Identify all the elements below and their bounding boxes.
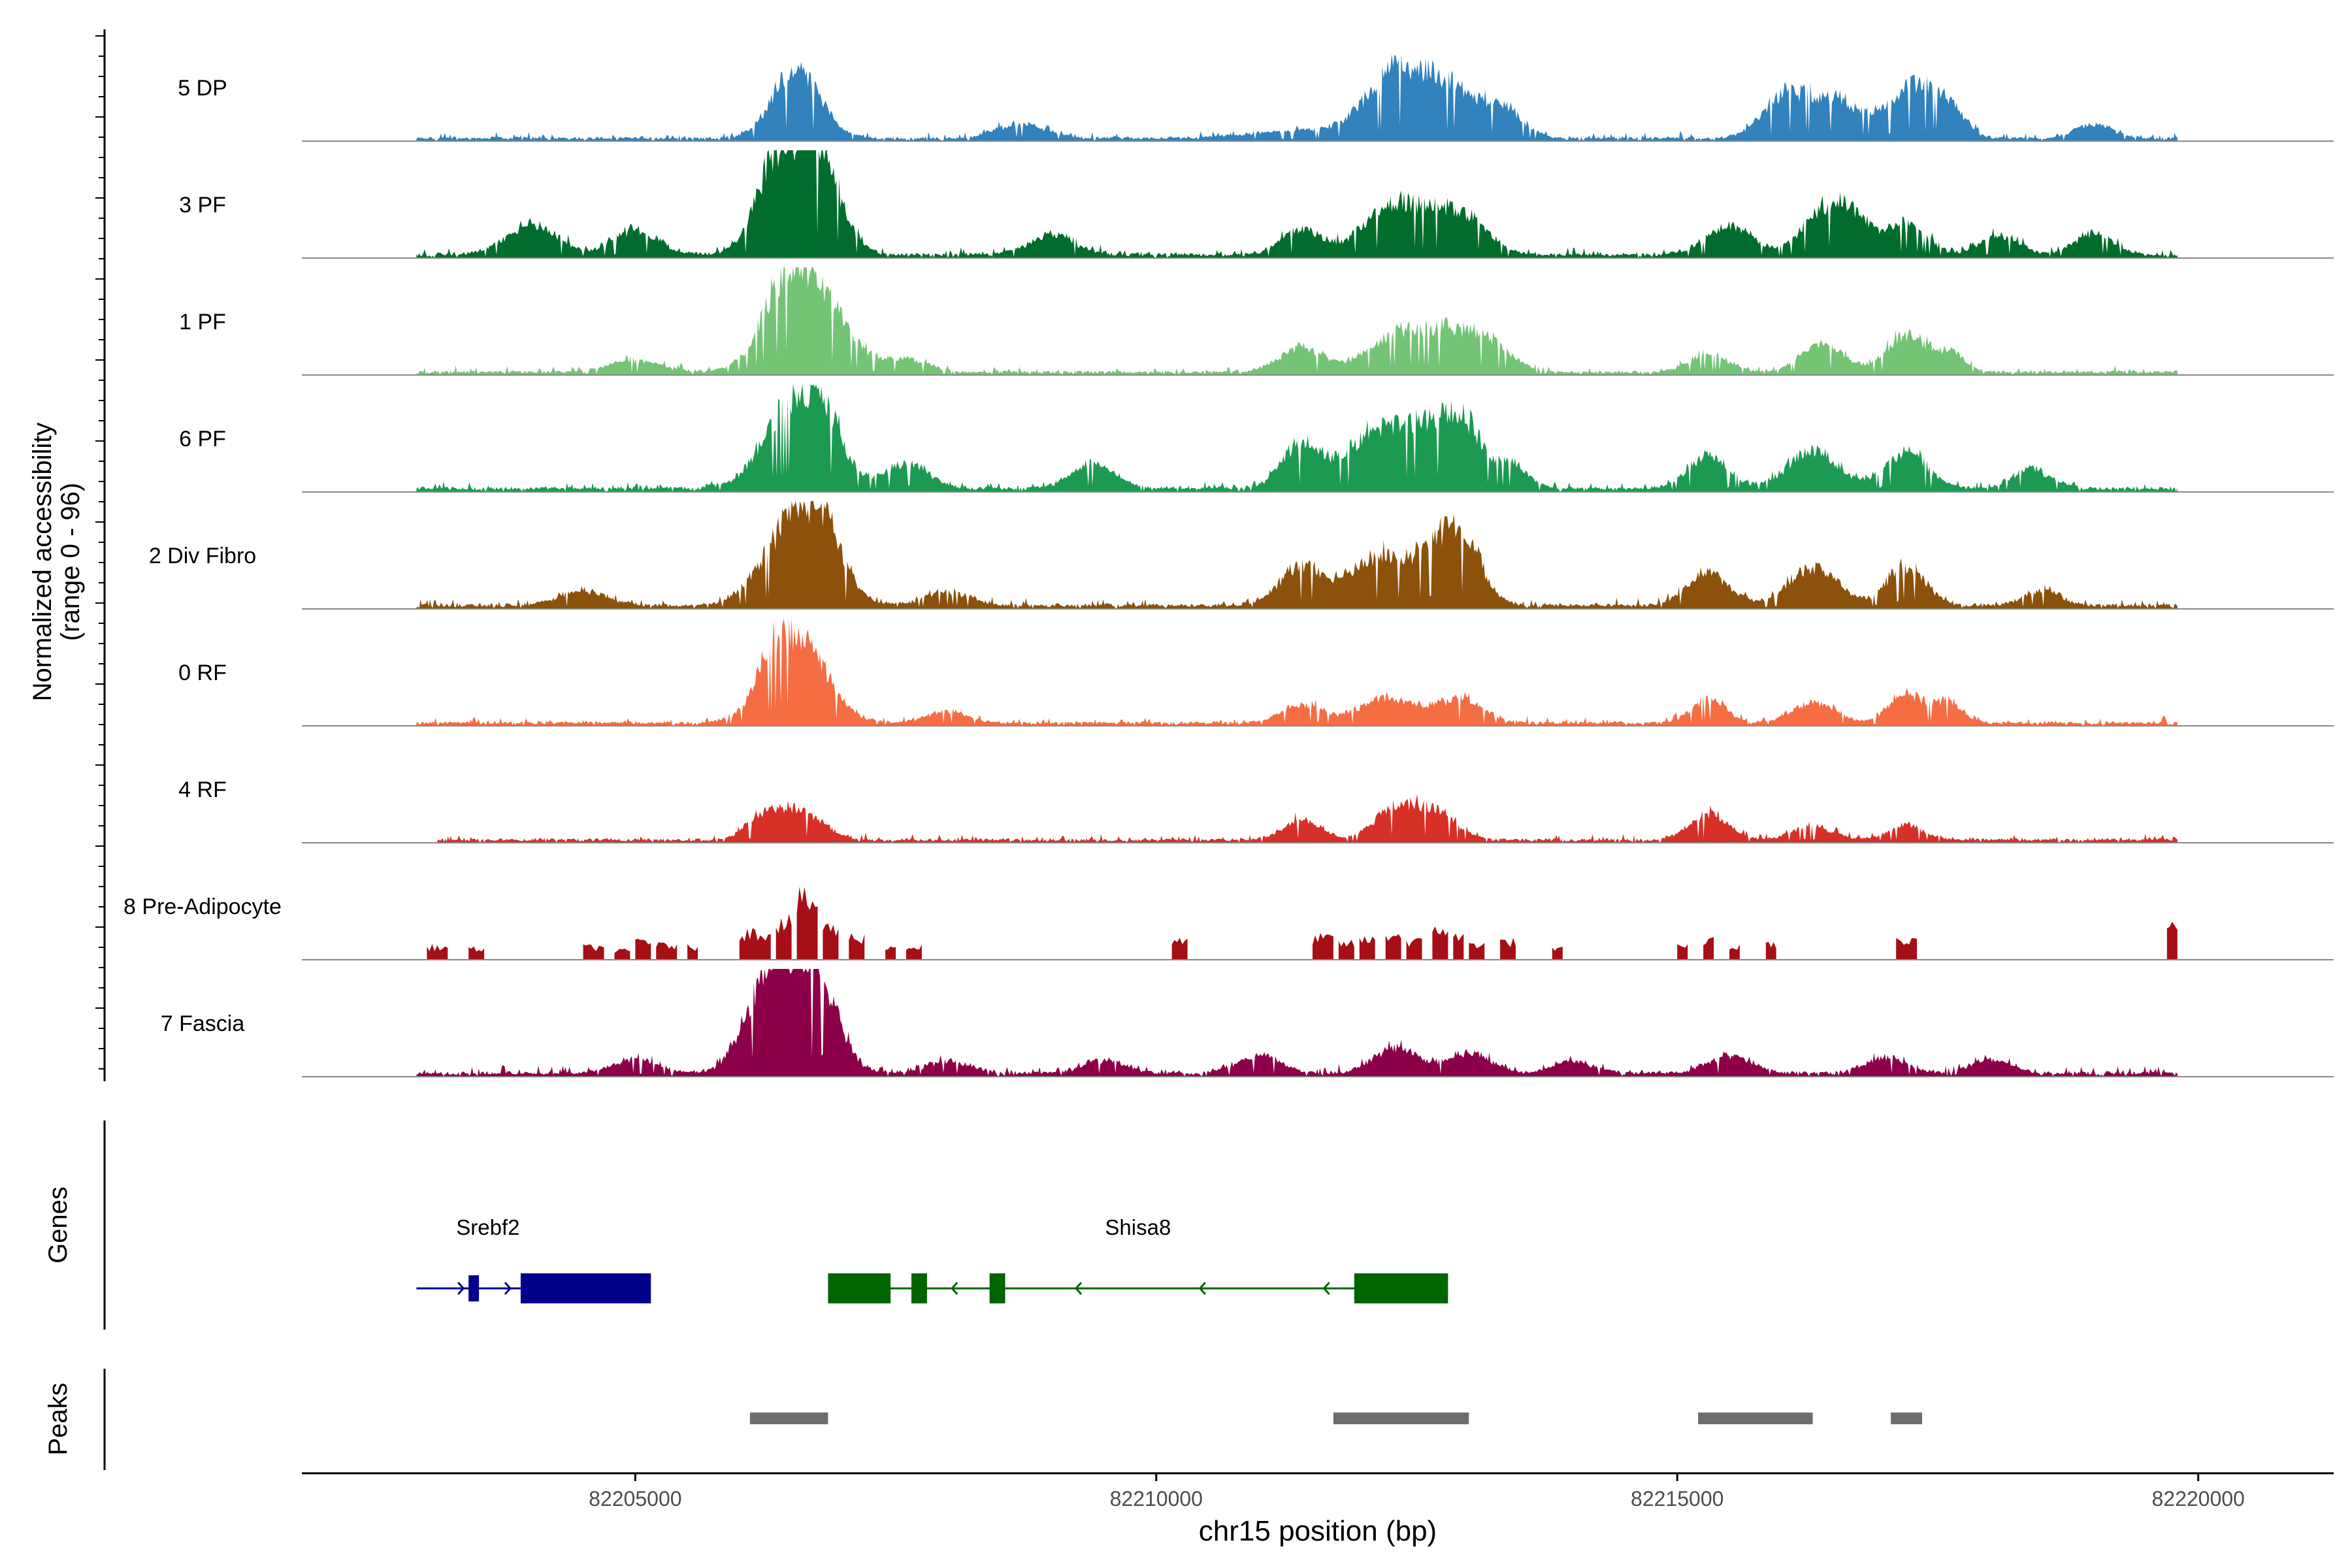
coverage-track: 8 Pre-Adipocyte [123,887,2334,960]
coverage-track: 1 PF [179,267,2334,376]
coverage-area [416,384,2178,492]
x-axis-title: chr15 position (bp) [1199,1515,1437,1547]
coverage-area [416,54,2178,141]
gene-exon [1354,1273,1448,1303]
coverage-area [416,501,2178,609]
genes-track-label: Genes [44,1186,73,1264]
peak-region [1698,1413,1813,1424]
coverage-tracks: 5 DP 3 PF 1 PF 6 PF 2 Div Fibro 0 RF 4 RF 8 Pre… [123,54,2334,1077]
track-label: 5 DP [178,76,227,101]
peaks-track-label: Peaks [44,1382,73,1455]
coverage-track: 3 PF [179,150,2334,259]
coverage-area [416,618,2178,726]
strand-arrow-icon [457,1282,465,1295]
peak-region [749,1413,828,1424]
x-axis-tick-label: 82215000 [1631,1487,1723,1511]
gene-exon [989,1273,1005,1303]
coverage-track: 4 RF [178,777,2334,843]
gene-name-label: Srebf2 [456,1215,519,1239]
gene-exon [520,1273,651,1303]
strand-arrow-icon [951,1282,958,1295]
coverage-area [416,969,2178,1077]
y-axis-label-line2: (range 0 - 96) [56,483,85,641]
track-label: 4 RF [178,777,227,802]
coverage-track: 2 Div Fibro [149,501,2334,610]
track-label: 1 PF [179,310,226,335]
coverage-track: 6 PF [179,384,2334,493]
coverage-area [427,887,2178,960]
peak-region [1333,1413,1469,1424]
track-label: 8 Pre-Adipocyte [123,894,282,919]
coverage-track: 5 DP [178,54,2334,142]
gene-exon [468,1275,480,1301]
x-axis-tick-label: 82220000 [2151,1487,2244,1511]
strand-arrow-icon [1198,1282,1206,1295]
gene-exon [828,1273,891,1303]
coverage-track: 0 RF [178,618,2334,727]
gene-annotation-track: Genes Srebf2 Shisa8 [44,1120,1448,1330]
coverage-area [416,267,2178,375]
gene-model: Srebf2 [416,1215,651,1303]
peak-annotation-track: Peaks [44,1369,1923,1470]
track-label: 0 RF [178,661,227,685]
x-axis-tick-label: 82205000 [589,1487,681,1511]
strand-arrow-icon [1074,1282,1083,1295]
coverage-area [437,794,2178,843]
coverage-track: 7 Fascia [161,969,2334,1077]
strand-arrow-icon [1322,1282,1330,1295]
genomic-x-axis: 82205000 82210000 82215000 82220000 [302,1472,2334,1511]
gene-model: Shisa8 [828,1215,1448,1303]
track-label: 2 Div Fibro [149,544,256,568]
track-label: 7 Fascia [161,1011,245,1036]
peak-region [1891,1413,1923,1424]
y-axis-label-line1: Normalized accessibility [28,423,57,702]
track-label: 6 PF [179,427,226,451]
gene-exon [911,1273,927,1303]
coverage-area [416,150,2178,258]
strand-arrow-icon [504,1282,512,1295]
x-axis-tick-label: 82210000 [1110,1487,1203,1511]
accessibility-y-axis [95,29,106,1081]
track-label: 3 PF [179,193,226,218]
gene-name-label: Shisa8 [1105,1215,1171,1239]
